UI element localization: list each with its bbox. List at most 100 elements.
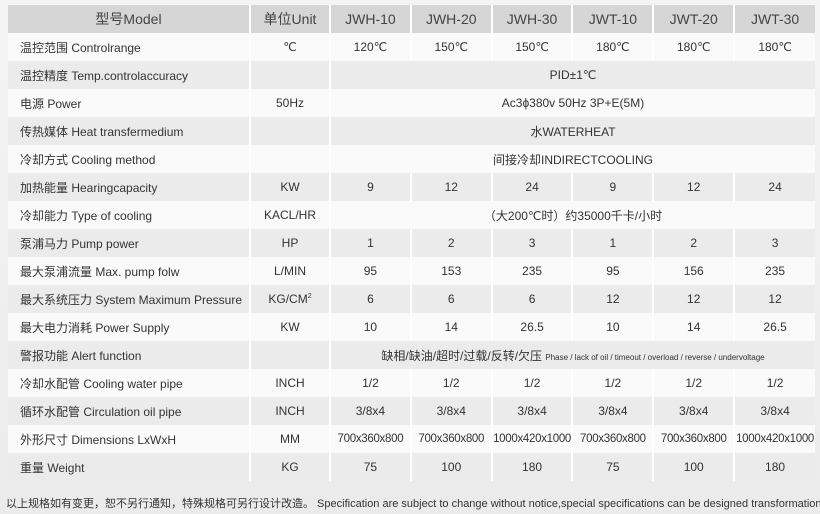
unit-text: KW bbox=[280, 320, 300, 334]
row-label: 重量 Weight bbox=[8, 453, 250, 481]
footer-note: 以上规格如有变更，恕不另行通知，特殊规格可另行设计改造。 Specificati… bbox=[6, 498, 820, 510]
row-unit bbox=[249, 61, 330, 89]
header-row: 型号Model 单位Unit JWH-10 JWH-20 JWH-30 JWT-… bbox=[8, 5, 815, 33]
row-label: 最大电力消耗 Power Supply bbox=[8, 313, 250, 341]
spanned-value: 水WATERHEAT bbox=[530, 124, 616, 139]
spanned-value-cell: PID±1℃ bbox=[329, 61, 815, 89]
unit-text: L/MIN bbox=[273, 264, 306, 278]
value-cell: 14 bbox=[652, 313, 735, 341]
value-cell: 3/8x4 bbox=[409, 397, 492, 425]
unit-text: 50Hz bbox=[275, 96, 304, 110]
spanned-value: PID±1℃ bbox=[549, 68, 597, 82]
value-cell: 12 bbox=[409, 173, 492, 201]
row-label: 外形尺寸 Dimensions LxWxH bbox=[8, 425, 250, 453]
value-cell: 1 bbox=[329, 229, 411, 257]
value-cell: 156 bbox=[652, 257, 735, 285]
value-cell: 10 bbox=[571, 313, 654, 341]
header-model-name: JWT-20 bbox=[652, 5, 735, 33]
value-cell: 100 bbox=[652, 453, 735, 481]
spanned-value-cell: 缺相/缺油/超时/过载/反转/欠压 Phase / lack of oil / … bbox=[329, 341, 815, 369]
spanned-value: 间接冷却INDIRECTCOOLING bbox=[492, 152, 653, 167]
row-label: 冷却能力 Type of cooling bbox=[8, 201, 250, 229]
unit-text: KG/CM bbox=[268, 292, 308, 306]
table-row: 温控范围 Controlrange ℃ 120℃ 150℃ 150℃ 180℃ 180℃ 18… bbox=[8, 33, 815, 61]
row-label: 最大泵浦流量 Max. pump folw bbox=[8, 257, 250, 285]
value-cell: 153 bbox=[409, 257, 492, 285]
value-cell: 3/8x4 bbox=[490, 397, 573, 425]
table-row: 循环水配管 Circulation oil pipe INCH 3/8x4 3/8x4… bbox=[8, 397, 815, 425]
unit-text: MM bbox=[280, 432, 300, 446]
row-label: 最大系统压力 System Maximum Pressure bbox=[8, 285, 250, 313]
value-cell: 6 bbox=[490, 285, 573, 313]
row-unit: KG/CM2 bbox=[249, 285, 330, 313]
value-cell: 95 bbox=[329, 257, 411, 285]
header-model-name: JWT-30 bbox=[733, 5, 815, 33]
value-cell: 235 bbox=[490, 257, 573, 285]
value-cell: 180℃ bbox=[733, 33, 815, 61]
row-unit: MM bbox=[249, 425, 330, 453]
table-row: 警报功能 Alert function 缺相/缺油/超时/过载/反转/欠压 Pha… bbox=[8, 341, 815, 369]
value-cell: 3/8x4 bbox=[329, 397, 411, 425]
table-row: 泵浦马力 Pump power HP 1 2 3 1 2 3 bbox=[8, 229, 815, 257]
unit-superscript: 2 bbox=[307, 293, 312, 300]
value-cell: 6 bbox=[329, 285, 411, 313]
value-cell: 100 bbox=[409, 453, 492, 481]
value-cell: 1/2 bbox=[329, 369, 411, 397]
row-label: 冷却水配管 Cooling water pipe bbox=[8, 369, 250, 397]
row-unit bbox=[249, 145, 330, 173]
value-cell: 12 bbox=[733, 285, 815, 313]
row-unit bbox=[249, 117, 330, 145]
unit-text: ℃ bbox=[283, 40, 297, 54]
row-unit: HP bbox=[249, 229, 330, 257]
table-row: 传热媒体 Heat transfermedium 水WATERHEAT bbox=[8, 117, 815, 145]
value-cell: 180℃ bbox=[652, 33, 735, 61]
value-cell: 235 bbox=[733, 257, 815, 285]
value-cell: 180℃ bbox=[571, 33, 654, 61]
table-row: 冷却方式 Cooling method 间接冷却INDIRECTCOOLING bbox=[8, 145, 815, 173]
value-cell: 14 bbox=[409, 313, 492, 341]
value-cell: 24 bbox=[733, 173, 815, 201]
spanned-value-cell: 间接冷却INDIRECTCOOLING bbox=[329, 145, 815, 173]
value-cell: 2 bbox=[409, 229, 492, 257]
value-cell: 180 bbox=[733, 453, 815, 481]
header-model-name: JWT-10 bbox=[571, 5, 654, 33]
row-label: 温控范围 Controlrange bbox=[8, 33, 250, 61]
value-cell: 2 bbox=[652, 229, 735, 257]
row-label: 循环水配管 Circulation oil pipe bbox=[8, 397, 250, 425]
unit-text: KG bbox=[281, 460, 299, 474]
value-cell: 9 bbox=[571, 173, 654, 201]
value-cell: 3/8x4 bbox=[652, 397, 735, 425]
value-cell: 700x360x800 bbox=[571, 425, 654, 453]
table-row: 外形尺寸 Dimensions LxWxH MM 700x360x800 700x36… bbox=[8, 425, 815, 453]
unit-text: KACL/HR bbox=[263, 208, 316, 222]
value-cell: 1 bbox=[571, 229, 654, 257]
value-cell: 1/2 bbox=[652, 369, 735, 397]
value-cell: 26.5 bbox=[490, 313, 573, 341]
spec-table: 型号Model 单位Unit JWH-10 JWH-20 JWH-30 JWT-… bbox=[8, 5, 815, 481]
value-cell: 180 bbox=[490, 453, 573, 481]
spanned-value-cell: Ac3ϕ380v 50Hz 3P+E(5M) bbox=[329, 89, 815, 117]
row-label: 温控精度 Temp.controlaccuracy bbox=[8, 61, 250, 89]
row-unit: 50Hz bbox=[249, 89, 330, 117]
row-unit: KG bbox=[249, 453, 330, 481]
value-cell: 12 bbox=[571, 285, 654, 313]
value-cell: 1000x420x1000 bbox=[490, 425, 573, 453]
header-unit: 单位Unit bbox=[249, 5, 330, 33]
value-cell: 700x360x800 bbox=[652, 425, 735, 453]
row-label: 冷却方式 Cooling method bbox=[8, 145, 250, 173]
value-cell: 10 bbox=[329, 313, 411, 341]
value-cell: 12 bbox=[652, 285, 735, 313]
row-label: 加热能量 Hearingcapacity bbox=[8, 173, 250, 201]
value-cell: 3 bbox=[490, 229, 573, 257]
header-model-name: JWH-30 bbox=[490, 5, 573, 33]
table-row: 电源 Power 50Hz Ac3ϕ380v 50Hz 3P+E(5M) bbox=[8, 89, 815, 117]
unit-text: INCH bbox=[275, 376, 305, 390]
unit-text: KW bbox=[280, 180, 300, 194]
row-unit: KW bbox=[249, 313, 330, 341]
value-cell: 1/2 bbox=[409, 369, 492, 397]
value-cell: 3/8x4 bbox=[571, 397, 654, 425]
table-row: 温控精度 Temp.controlaccuracy PID±1℃ bbox=[8, 61, 815, 89]
value-cell: 1/2 bbox=[571, 369, 654, 397]
row-unit: INCH bbox=[249, 397, 330, 425]
header-model-name: JWH-10 bbox=[329, 5, 411, 33]
